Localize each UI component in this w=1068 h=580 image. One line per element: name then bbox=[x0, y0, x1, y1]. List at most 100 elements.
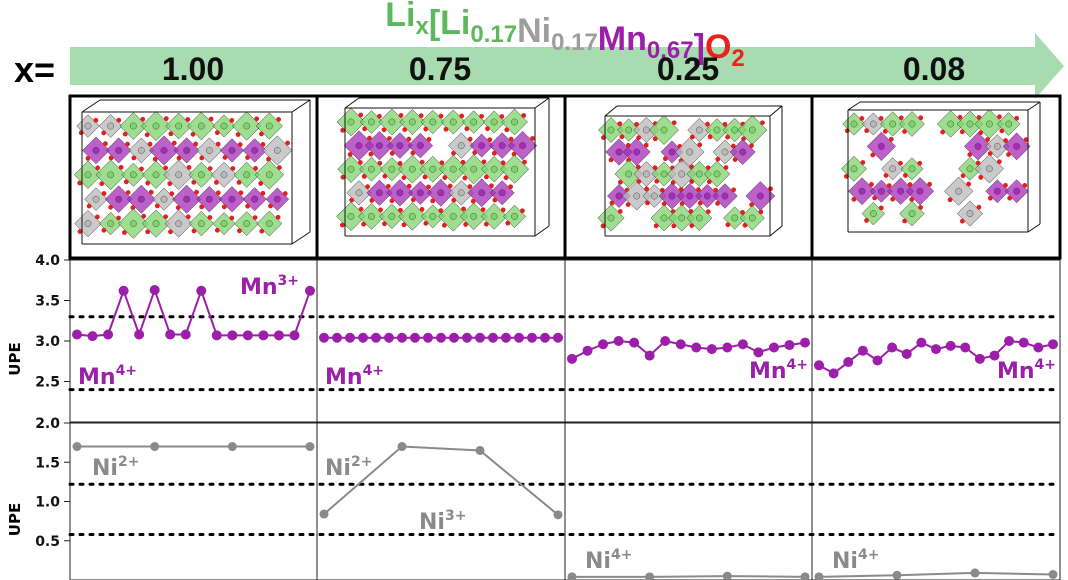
oxygen-atom bbox=[652, 136, 658, 142]
oxygen-atom bbox=[77, 180, 83, 186]
oxygen-atom bbox=[221, 204, 227, 210]
oxygen-atom bbox=[108, 155, 114, 161]
series-line bbox=[818, 571, 1054, 578]
data-point bbox=[397, 332, 407, 343]
oxygen-atom bbox=[101, 227, 107, 233]
oxygen-atom bbox=[625, 202, 631, 207]
oxidation-state-label: Mn4+ bbox=[997, 357, 1056, 384]
oxygen-atom bbox=[1022, 182, 1028, 188]
cation bbox=[748, 126, 756, 134]
cation bbox=[396, 189, 404, 197]
oxygen-atom bbox=[715, 200, 721, 206]
oxygen-atom bbox=[285, 140, 291, 146]
y-axis-label: UPE bbox=[6, 503, 24, 536]
oxygen-atom bbox=[275, 214, 281, 220]
oxygen-atom bbox=[470, 198, 476, 204]
oxygen-atom bbox=[418, 113, 424, 119]
cation bbox=[869, 120, 877, 128]
oxygen-atom bbox=[389, 198, 395, 204]
oxygen-atom bbox=[101, 130, 107, 136]
cation bbox=[243, 171, 251, 179]
cation bbox=[160, 146, 168, 154]
oxygen-atom bbox=[492, 197, 498, 203]
oxygen-atom bbox=[472, 150, 478, 155]
oxygen-atom bbox=[500, 207, 506, 213]
data-point bbox=[423, 332, 433, 343]
oxygen-atom bbox=[851, 196, 857, 202]
oxygen-atom bbox=[1003, 182, 1008, 188]
unit-cell-edge bbox=[769, 105, 783, 117]
series-panel-3 bbox=[567, 336, 810, 364]
oxygen-atom bbox=[999, 128, 1005, 134]
data-point bbox=[814, 360, 824, 371]
cation bbox=[869, 210, 877, 218]
oxygen-atom bbox=[361, 221, 367, 227]
oxygen-atom bbox=[731, 187, 737, 193]
oxygen-atom bbox=[419, 159, 425, 165]
unit-cell-edge bbox=[534, 225, 550, 237]
cation bbox=[731, 126, 739, 134]
cation bbox=[897, 187, 905, 195]
cation bbox=[429, 165, 437, 173]
data-point bbox=[227, 330, 238, 341]
oxygen-atom bbox=[918, 205, 924, 210]
data-point bbox=[644, 350, 655, 361]
data-point bbox=[567, 572, 577, 580]
oxidation-state-label: Ni2+ bbox=[325, 454, 372, 481]
oxygen-atom bbox=[95, 165, 101, 171]
oxygen-atom bbox=[485, 126, 490, 132]
unit-cell-edge bbox=[1027, 101, 1041, 111]
data-point bbox=[436, 332, 446, 343]
oxygen-atom bbox=[422, 174, 428, 180]
oxygen-atom bbox=[644, 186, 650, 192]
cation bbox=[388, 118, 396, 126]
y-tick-label: 2.5 bbox=[35, 375, 60, 391]
oxygen-atom bbox=[927, 181, 933, 187]
data-point bbox=[150, 442, 160, 452]
oxygen-atom bbox=[116, 117, 122, 123]
oxygen-atom bbox=[381, 127, 387, 133]
oxygen-atom bbox=[139, 166, 144, 172]
oxygen-atom bbox=[481, 159, 487, 165]
cation bbox=[175, 220, 183, 228]
cation bbox=[396, 142, 404, 150]
y-tick-label: 3.0 bbox=[35, 334, 60, 350]
oxygen-atom bbox=[214, 179, 219, 185]
crystal-structure-1 bbox=[73, 99, 311, 245]
data-point bbox=[371, 332, 381, 343]
cation bbox=[197, 122, 205, 130]
formula-subscript: 0.67 bbox=[647, 37, 694, 64]
cation bbox=[408, 118, 416, 126]
oxygen-atom bbox=[652, 165, 658, 171]
cation bbox=[850, 120, 858, 128]
oxygen-atom bbox=[959, 129, 965, 135]
oxygen-atom bbox=[99, 181, 105, 187]
data-point bbox=[916, 337, 927, 348]
oxygen-atom bbox=[193, 141, 199, 147]
oxygen-atom bbox=[1023, 137, 1029, 143]
oxygen-atom bbox=[207, 166, 213, 171]
cation bbox=[955, 187, 963, 195]
oxygen-atom bbox=[94, 214, 100, 220]
formula-subscript: 2 bbox=[731, 45, 744, 72]
oxygen-atom bbox=[169, 191, 175, 197]
oxygen-atom bbox=[689, 223, 695, 228]
oxygen-atom bbox=[398, 113, 404, 118]
oxygen-atom bbox=[997, 114, 1002, 120]
oxygen-atom bbox=[960, 173, 966, 179]
cation bbox=[376, 189, 383, 197]
oxygen-atom bbox=[491, 150, 497, 156]
oxygen-atom bbox=[260, 190, 266, 196]
series-panel-2 bbox=[319, 332, 563, 343]
data-point bbox=[706, 344, 717, 355]
cation bbox=[251, 146, 259, 154]
oxygen-atom bbox=[102, 141, 108, 147]
oxygen-atom bbox=[389, 150, 395, 156]
cation bbox=[205, 146, 213, 154]
oxygen-atom bbox=[259, 131, 264, 137]
oxygen-atom bbox=[732, 157, 738, 162]
oxygen-atom bbox=[438, 113, 444, 119]
cation bbox=[498, 189, 506, 197]
oxygen-atom bbox=[966, 181, 972, 187]
cation bbox=[739, 148, 747, 156]
